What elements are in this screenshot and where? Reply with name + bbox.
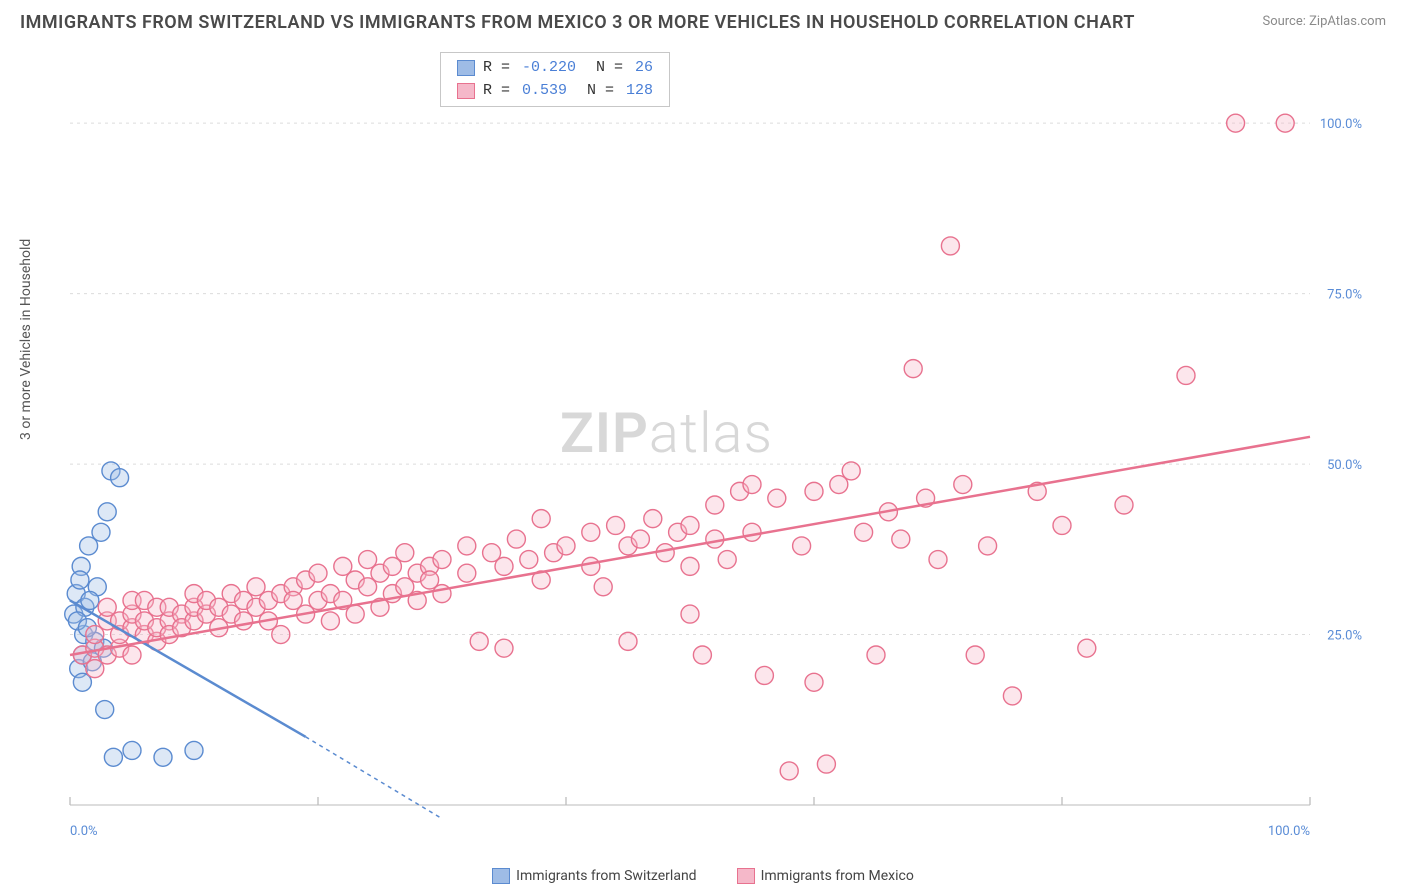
svg-text:100.0%: 100.0% xyxy=(1320,117,1362,132)
swatch-mexico xyxy=(457,83,475,99)
legend-row-switzerland: R = -0.220 N = 26 xyxy=(457,57,653,80)
source-attribution: Source: ZipAtlas.com xyxy=(1262,14,1386,29)
swatch-mexico-icon xyxy=(737,868,755,884)
legend-row-mexico: R = 0.539 N = 128 xyxy=(457,80,653,103)
scatter-svg: 25.0% 50.0% 75.0% 100.0% 0.0% 100.0% xyxy=(60,45,1370,845)
svg-text:50.0%: 50.0% xyxy=(1327,458,1362,473)
svg-text:100.0%: 100.0% xyxy=(1268,824,1310,839)
legend-item-mexico: Immigrants from Mexico xyxy=(737,868,914,884)
svg-text:0.0%: 0.0% xyxy=(70,824,98,839)
swatch-switzerland xyxy=(457,60,475,76)
y-axis-label: 3 or more Vehicles in Household xyxy=(18,239,34,440)
x-axis-legend: Immigrants from Switzerland Immigrants f… xyxy=(0,868,1406,884)
svg-text:75.0%: 75.0% xyxy=(1327,288,1362,303)
swatch-switzerland-icon xyxy=(492,868,510,884)
svg-text:25.0%: 25.0% xyxy=(1327,629,1362,644)
chart-container: IMMIGRANTS FROM SWITZERLAND VS IMMIGRANT… xyxy=(0,0,1406,892)
correlation-legend: R = -0.220 N = 26 R = 0.539 N = 128 xyxy=(440,52,670,107)
legend-item-switzerland: Immigrants from Switzerland xyxy=(492,868,696,884)
plot-area: 25.0% 50.0% 75.0% 100.0% 0.0% 100.0% xyxy=(60,45,1370,845)
chart-title: IMMIGRANTS FROM SWITZERLAND VS IMMIGRANT… xyxy=(20,12,1135,33)
